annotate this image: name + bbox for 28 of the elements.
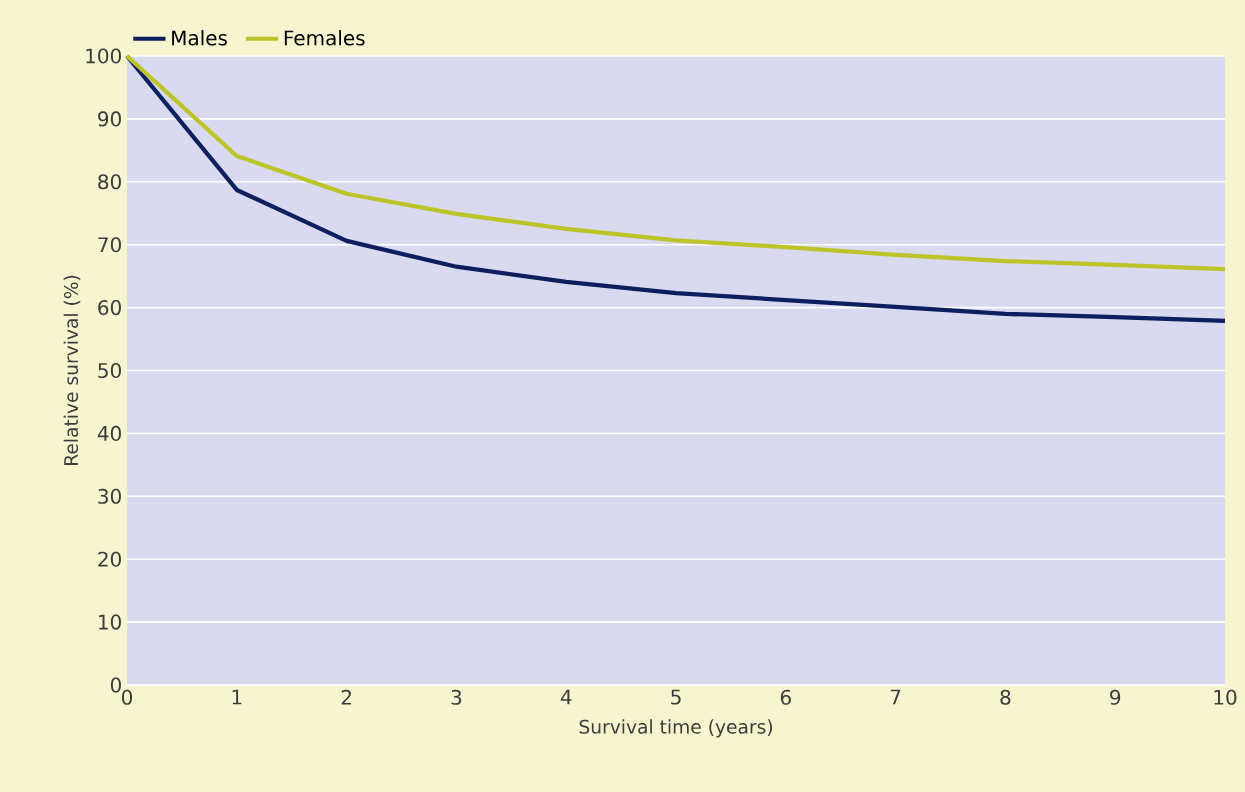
- x-tick-label: 0: [121, 689, 133, 705]
- x-tick-label: 7: [890, 689, 901, 705]
- x-tick-label: 2: [341, 689, 351, 705]
- y-tick-label: 20: [98, 551, 121, 567]
- y-tick-label: 30: [98, 488, 121, 504]
- y-tick-label: 80: [98, 174, 121, 190]
- x-tick-label: 8: [1000, 689, 1011, 705]
- y-axis-title: Relative survival (%): [63, 275, 81, 465]
- x-tick-label: 4: [560, 689, 572, 705]
- x-tick-label: 3: [451, 689, 462, 705]
- y-tick-label: 0: [110, 677, 121, 693]
- x-axis-title: Survival time (years): [579, 719, 773, 738]
- x-tick-label: 5: [671, 689, 681, 705]
- y-tick-label: 50: [98, 362, 121, 379]
- y-tick-label: 40: [97, 425, 121, 441]
- x-tick-label: 6: [780, 689, 791, 705]
- line-series: [124, 53, 1228, 272]
- x-tick-label: 10: [1214, 689, 1237, 705]
- y-tick-label: 100: [86, 48, 121, 64]
- x-tick-label: 9: [1110, 689, 1121, 705]
- y-tick-label: 10: [99, 614, 121, 630]
- y-tick-label: 90: [98, 111, 121, 127]
- legend-label: Males: [172, 30, 227, 46]
- legend-label: Females: [284, 30, 365, 46]
- x-tick-label: 1: [232, 689, 242, 705]
- y-tick-label: 70: [98, 237, 121, 253]
- y-tick-label: 60: [98, 300, 121, 316]
- line-series: [124, 53, 1228, 323]
